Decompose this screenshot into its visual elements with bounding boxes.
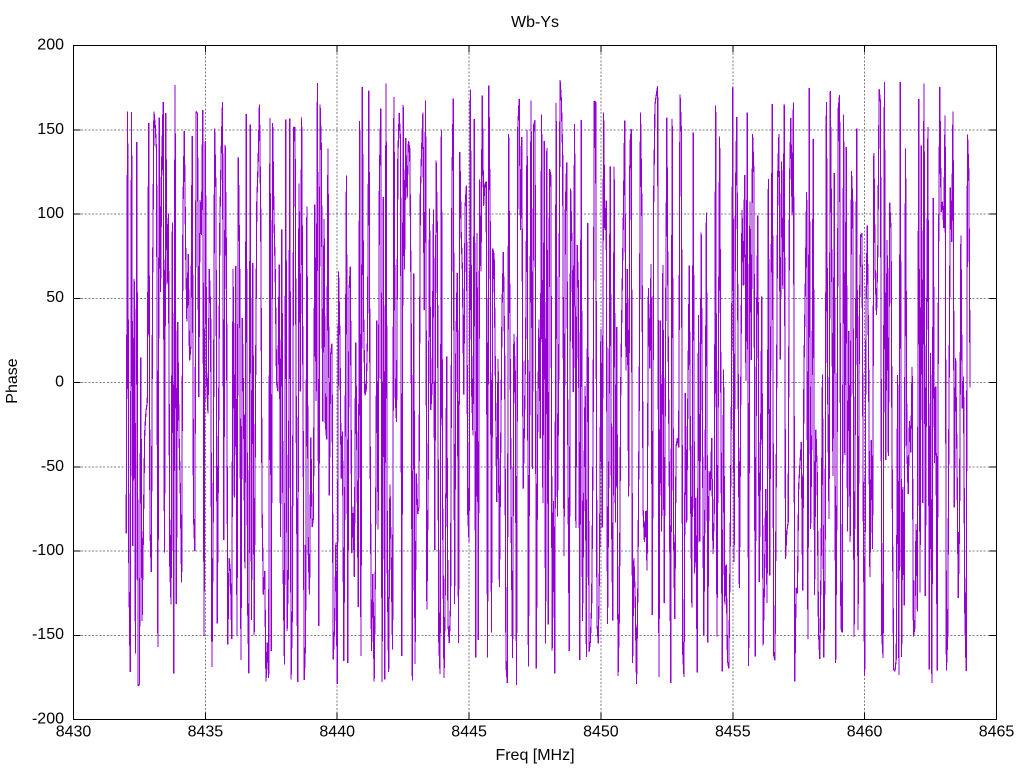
svg-text:-150: -150 (32, 626, 64, 643)
svg-text:Phase: Phase (4, 358, 21, 403)
svg-text:Wb-Ys: Wb-Ys (511, 14, 559, 31)
svg-text:Freq [MHz]: Freq [MHz] (495, 747, 574, 764)
svg-text:-100: -100 (32, 542, 64, 559)
svg-text:8465: 8465 (979, 724, 1015, 741)
svg-text:100: 100 (37, 205, 64, 222)
svg-text:0: 0 (55, 374, 64, 391)
svg-text:8450: 8450 (583, 724, 619, 741)
svg-text:8440: 8440 (319, 724, 355, 741)
svg-text:200: 200 (37, 37, 64, 54)
svg-text:8430: 8430 (56, 724, 92, 741)
svg-text:8435: 8435 (188, 724, 224, 741)
svg-text:-200: -200 (32, 711, 64, 728)
svg-text:150: 150 (37, 121, 64, 138)
svg-text:8445: 8445 (451, 724, 487, 741)
svg-text:8460: 8460 (847, 724, 883, 741)
svg-text:8455: 8455 (715, 724, 751, 741)
svg-text:50: 50 (46, 289, 64, 306)
svg-text:-50: -50 (41, 458, 64, 475)
